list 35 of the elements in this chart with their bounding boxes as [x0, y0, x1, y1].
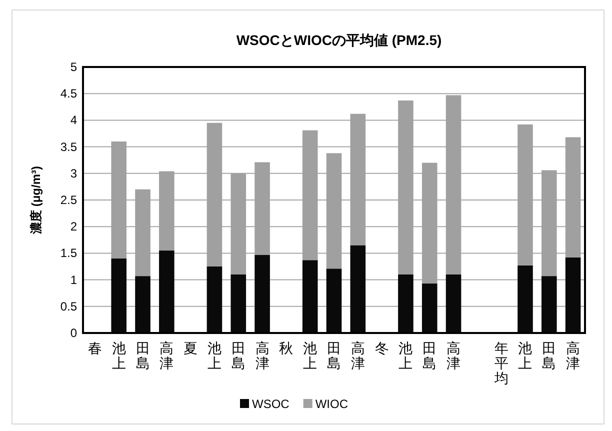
x-tick-label: 高津	[160, 340, 174, 371]
x-tick-label: 高津	[255, 340, 270, 371]
y-tick-label: 3.5	[60, 140, 78, 154]
x-tick-label: 池上	[398, 340, 413, 371]
y-tick-label: 2	[70, 220, 78, 234]
y-tick-label: 0	[70, 326, 78, 340]
x-tick-label: 田島	[327, 340, 341, 371]
x-tick-label: 春	[88, 340, 102, 356]
chart-title: WSOCとWIOCの平均値 (PM2.5)	[236, 32, 442, 48]
y-tick-label: 5	[70, 60, 78, 74]
y-tick-label: 3	[70, 166, 78, 180]
x-tick-label: 池上	[207, 340, 222, 371]
y-tick-label: 1	[70, 272, 78, 287]
x-tick-label: 年平均	[493, 340, 508, 386]
x-tick-label: 夏	[184, 340, 198, 356]
x-tick-label: 池上	[518, 340, 532, 371]
y-tick-label: 1.5	[60, 246, 78, 260]
x-tick-label: 田島	[136, 340, 150, 371]
x-tick-label: 田島	[231, 340, 246, 371]
x-tick-label: 冬	[374, 340, 389, 356]
y-tick-label: 4.5	[60, 86, 78, 101]
x-tick-label: 池上	[303, 340, 318, 371]
y-axis-title: 濃度 (μg/m³)	[29, 166, 43, 235]
x-tick-label: 池上	[112, 340, 126, 371]
legend-label: WSOC	[252, 397, 290, 411]
y-tick-label: 0.5	[60, 299, 78, 314]
x-tick-label: 高津	[350, 340, 365, 371]
x-tick-label: 秋	[279, 340, 294, 356]
y-tick-label: 4	[70, 113, 78, 128]
x-tick-label: 田島	[542, 340, 556, 371]
x-tick-label: 高津	[446, 340, 461, 371]
y-tick-label: 2.5	[60, 193, 78, 207]
x-tick-label: 高津	[566, 340, 580, 371]
legend-label: WIOC	[315, 397, 348, 411]
x-tick-label: 田島	[422, 340, 437, 371]
